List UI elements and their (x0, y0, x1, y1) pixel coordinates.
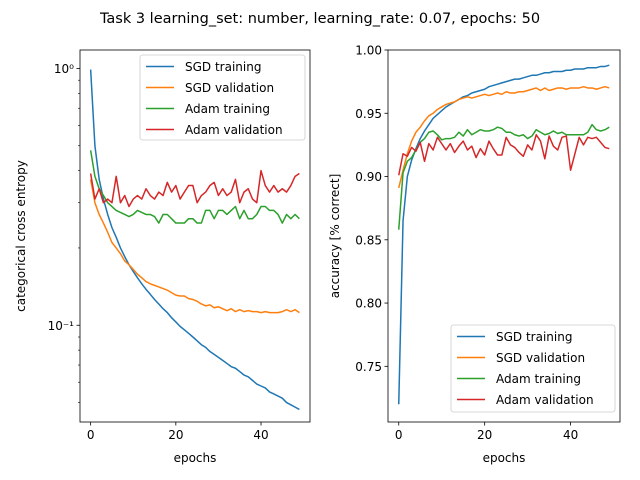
accuracy-y-tick-label: 0.90 (355, 170, 382, 184)
loss-x-tick-label: 0 (87, 428, 95, 442)
accuracy-legend: SGD training SGD validation Adam training A… (450, 324, 616, 413)
accuracy-series-adam-training-line (397, 123, 610, 230)
loss-legend-entry: Adam training (185, 102, 270, 116)
loss-series-adam-training-line (89, 150, 300, 224)
accuracy-y-tick-label: 0.75 (355, 360, 382, 374)
loss-x-axis-label: epochs (174, 451, 217, 465)
accuracy-legend-entry: SGD validation (496, 351, 585, 365)
loss-legend-box (139, 54, 306, 141)
loss-legend-entry: SGD validation (185, 81, 274, 95)
accuracy-legend-entry: Adam validation (496, 393, 594, 407)
accuracy-series-adam-validation-line (398, 134, 610, 176)
accuracy-x-tick-label: 0 (395, 428, 403, 442)
loss-legend: SGD training SGD validation Adam training A… (139, 54, 306, 141)
loss-series-sgd-training-line (89, 69, 300, 411)
accuracy-y-tick-label: 0.85 (355, 233, 382, 247)
accuracy-x-tick-label: 20 (477, 428, 492, 442)
loss-axes-frame (79, 49, 311, 423)
loss-chart: 0 20 40 10⁰ 10⁻¹ epochs categorical cross entr… (14, 49, 311, 465)
loss-x-tick-label: 20 (168, 428, 183, 442)
accuracy-series-sgd-validation-line (398, 85, 610, 189)
loss-y-axis-label: categorical cross entropy (14, 160, 28, 312)
accuracy-x-tick-label: 40 (563, 428, 578, 442)
loss-series-adam-validation-line (89, 169, 300, 208)
loss-legend-entry: Adam validation (185, 123, 283, 137)
accuracy-chart: 0 20 40 0.75 0.80 0.85 0.90 0.95 1.00 epochs accur… (328, 44, 621, 465)
accuracy-axes-frame (387, 49, 621, 423)
accuracy-y-tick-label: 0.80 (355, 297, 382, 311)
figure-title: Task 3 learning_set: number, learning_ra… (99, 11, 540, 27)
loss-series-sgd-validation-line (89, 179, 300, 314)
accuracy-x-axis-label: epochs (483, 451, 526, 465)
accuracy-legend-box (450, 324, 616, 413)
accuracy-y-tick-label: 1.00 (355, 44, 382, 58)
accuracy-legend-entry: SGD training (496, 330, 572, 344)
accuracy-y-axis-label: accuracy [% correct] (328, 174, 342, 299)
accuracy-legend-entry: Adam training (496, 372, 581, 386)
loss-y-tick-label: 10⁰ (54, 62, 74, 76)
loss-legend-entry: SGD training (185, 60, 261, 74)
accuracy-y-tick-label: 0.95 (355, 107, 382, 121)
loss-x-tick-label: 40 (253, 428, 268, 442)
accuracy-series-sgd-training-line (397, 64, 610, 405)
loss-y-tick-label: 10⁻¹ (48, 319, 75, 333)
